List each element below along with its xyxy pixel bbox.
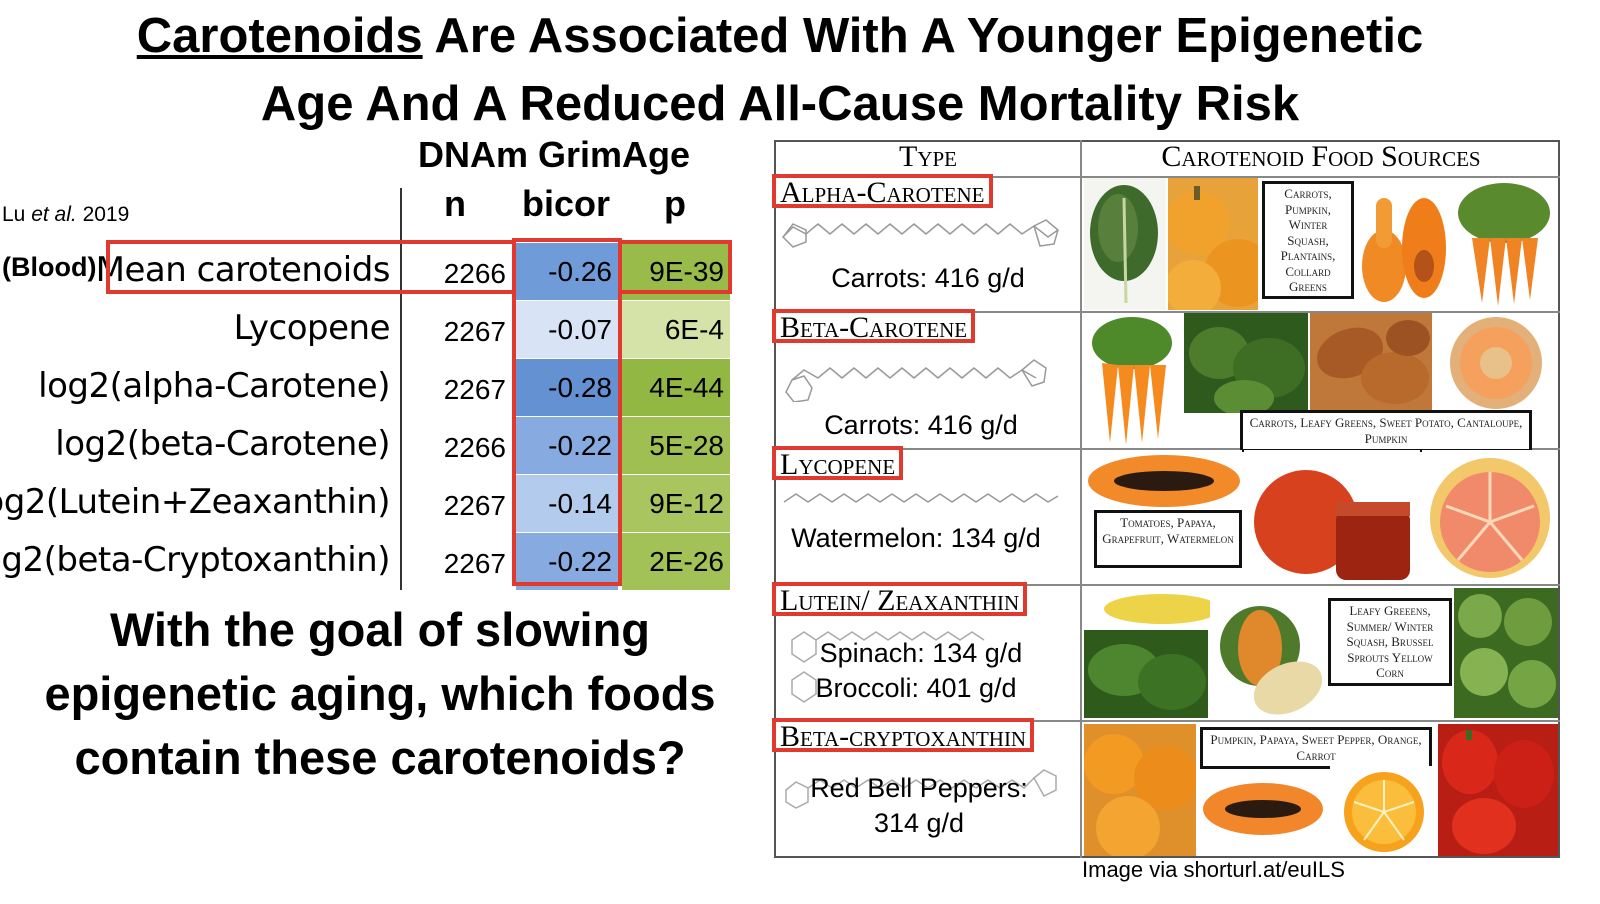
carrot-bunch-image [1084, 313, 1182, 447]
row-p: 5E-28 [622, 417, 730, 474]
sweet-potato-image [1310, 313, 1432, 413]
row-bicor: -0.26 [516, 243, 618, 300]
amount-lutein-spinach: Spinach: 134 g/d [819, 638, 1023, 668]
butternut-squash-image [1358, 178, 1450, 310]
column-separator [1080, 140, 1082, 858]
amount-beta-carotene: Carrots: 416 g/d [824, 410, 1018, 440]
row-n: 2267 [443, 316, 506, 347]
title-underlined-word: Carotenoids [136, 9, 423, 63]
image-credit: Image via shorturl.at/euILS [1082, 857, 1345, 882]
row-label: Mean carotenoids [95, 250, 391, 290]
row-bicor: -0.22 [516, 417, 618, 474]
papaya-image [1084, 450, 1242, 512]
molecule-structure-icon [785, 359, 1047, 402]
sources-alpha-carotene: Carrots, Pumpkin, Winter Squash, Plantai… [1262, 181, 1354, 299]
row-bicor: -0.22 [516, 533, 618, 590]
molecule-structure-icon [782, 219, 1059, 248]
highlight-bicor-column [512, 238, 622, 586]
row-separator [774, 311, 1560, 313]
row-separator [774, 584, 1560, 586]
winter-squash-image [1210, 588, 1328, 718]
table-divider [400, 188, 402, 590]
citation: Lu et al. 2019 [2, 203, 129, 227]
column-header-p: p [664, 183, 686, 224]
highlight-mean-p [618, 240, 732, 294]
leafy-greens-image [1184, 313, 1308, 413]
row-label: log2(beta-Cryptoxanthin) [0, 540, 390, 580]
amount-cryptoxanthin-value: 314 g/d [873, 808, 965, 838]
brussel-sprouts-image [1454, 588, 1558, 718]
row-separator [774, 720, 1560, 722]
pumpkin-image [1168, 178, 1258, 310]
orange-image [1330, 766, 1436, 856]
row-p: 2E-26 [622, 533, 730, 590]
tissue-label: (Blood) [2, 252, 97, 282]
sources-lutein-zeaxanthin: Leafy Greeens, Summer/ Winter Squash, Br… [1328, 598, 1452, 686]
question-text: With the goal of slowing epigenetic agin… [44, 603, 716, 784]
spinach-image [1084, 630, 1208, 718]
row-bicor: -0.14 [516, 475, 618, 532]
cantaloupe-image [1434, 313, 1558, 413]
row-bicor: -0.28 [516, 359, 618, 416]
amount-lycopene: Watermelon: 134 g/d [791, 523, 1041, 553]
type-alpha-carotene: Alpha-Carotene [772, 174, 993, 208]
highlight-mean-label [106, 240, 516, 294]
row-label: log2(Lutein+Zeaxanthin) [0, 482, 390, 522]
header-type: Type [899, 140, 957, 173]
citation-etal: et al. [31, 203, 77, 226]
row-separator [774, 448, 1560, 450]
tomato-sauce-image [1244, 450, 1420, 584]
molecule-structure-icon [783, 493, 1059, 503]
row-label: Lycopene [233, 308, 391, 348]
grimage-heading: DNAm GrimAge [418, 134, 691, 175]
amount-alpha-carotene: Carrots: 416 g/d [831, 263, 1025, 293]
type-beta-cryptoxanthin: Beta-cryptoxanthin [772, 718, 1035, 752]
slide-title: Carotenoids Are Associated With A Younge… [0, 2, 1560, 138]
row-n: 2267 [443, 490, 506, 521]
title-line1-rest: Are Associated With A Younger Epigenetic [422, 9, 1424, 63]
row-n: 2266 [443, 432, 506, 463]
sources-beta-cryptoxanthin: Pumpkin, Papaya, Sweet Pepper, Orange, C… [1200, 727, 1432, 769]
row-p: 6E-4 [622, 301, 730, 358]
type-lycopene: Lycopene [772, 446, 904, 480]
row-bicor: -0.07 [516, 301, 618, 358]
pumpkin-pile-image [1084, 724, 1196, 856]
amount-cryptoxanthin-label: Red Bell Peppers: [810, 773, 1028, 803]
row-p: 9E-12 [622, 475, 730, 532]
collard-greens-image [1084, 178, 1166, 310]
amount-lutein-broccoli: Broccoli: 401 g/d [815, 673, 1017, 703]
citation-author: Lu [2, 203, 32, 226]
row-n: 2267 [443, 548, 506, 579]
type-lutein-zeaxanthin: Lutein/ Zeaxanthin [772, 582, 1028, 616]
row-n: 2267 [443, 374, 506, 405]
row-label: log2(alpha-Carotene) [38, 366, 390, 406]
carrots-image [1452, 178, 1558, 310]
row-n: 2266 [443, 258, 506, 289]
yellow-squash-image [1100, 590, 1224, 628]
row-separator [774, 176, 1560, 178]
type-beta-carotene: Beta-Carotene [772, 309, 976, 343]
row-label: log2(beta-Carotene) [55, 424, 390, 464]
citation-year: 2019 [76, 203, 130, 226]
title-line2: Age And A Reduced All-Cause Mortality Ri… [260, 77, 1300, 131]
column-header-bicor: bicor [521, 183, 610, 224]
papaya-half-image [1200, 772, 1326, 846]
sources-lycopene: Tomatoes, Papaya, Grapefruit, Watermelon [1094, 510, 1242, 568]
sources-beta-carotene: Carrots, Leafy Greens, Sweet Potato, Can… [1240, 410, 1532, 452]
molecule-structure-icon [791, 631, 985, 703]
column-header-n: n [444, 183, 466, 224]
molecule-structure-icon [785, 769, 1057, 809]
row-p: 4E-44 [622, 359, 730, 416]
header-food-sources: Carotenoid Food Sources [1161, 140, 1481, 173]
grapefruit-image [1422, 450, 1558, 584]
red-peppers-image [1438, 724, 1558, 856]
food-sources-table [774, 140, 1560, 858]
